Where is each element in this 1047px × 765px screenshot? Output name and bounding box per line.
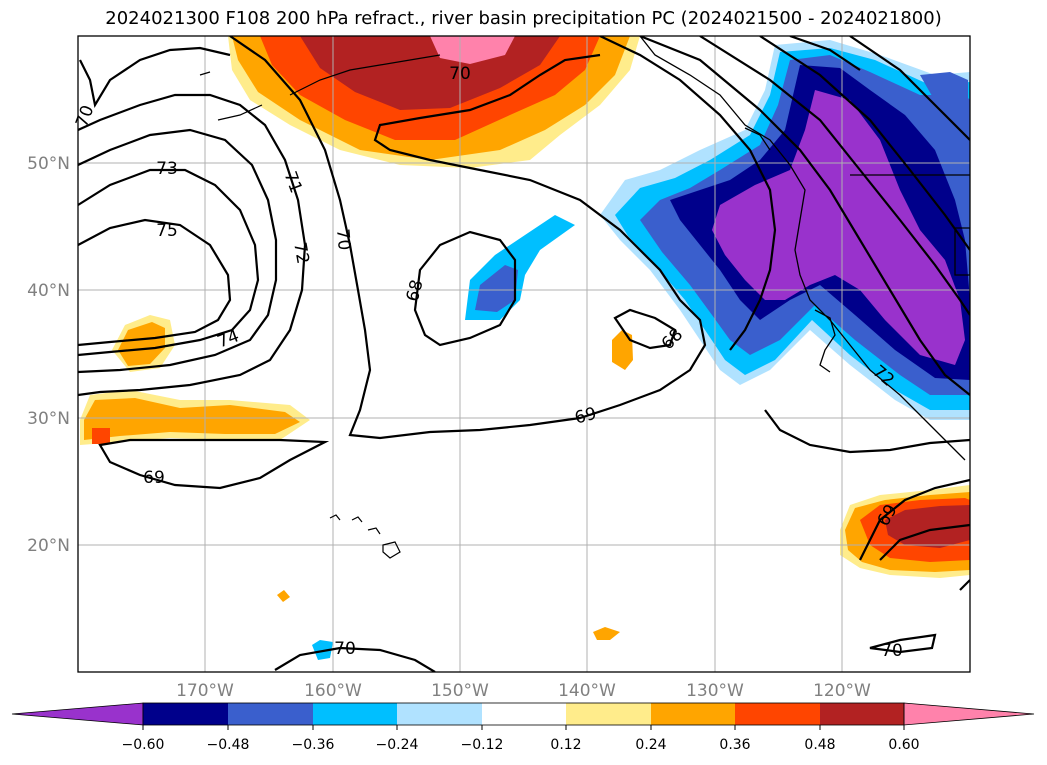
colorbar-segment (482, 703, 566, 725)
colorbar-tick-label: 0.12 (550, 737, 581, 753)
colorbar-tick-label: −0.48 (207, 737, 250, 753)
colorbar-segment (228, 703, 313, 725)
longitude-labels: 170°W 160°W 150°W 140°W 130°W 120°W (176, 681, 871, 701)
colorbar-tick-label: 0.24 (635, 737, 666, 753)
colorbar-tick-label: 0.36 (719, 737, 750, 753)
negative-anomaly-westcoast (600, 40, 970, 420)
colorbar-tick-label: 0.60 (888, 737, 919, 753)
colorbar-segment (313, 703, 397, 725)
map-title: 2024021300 F108 200 hPa refract., river … (105, 8, 942, 29)
colorbar-tick-label: −0.36 (292, 737, 335, 753)
positive-anomaly-west (80, 315, 970, 660)
colorbar-tick-label: 0.48 (804, 737, 835, 753)
colorbar-outline (142, 702, 905, 726)
positive-anomaly-north (228, 36, 640, 168)
lat-label-30n: 30°N (27, 409, 70, 429)
colorbar-segment (820, 703, 904, 725)
contour-label: 72 (289, 241, 312, 266)
colorbar-tick-label: −0.24 (376, 737, 419, 753)
aleutian-islands (199, 54, 441, 121)
colorbar-tick-label: −0.60 (122, 737, 165, 753)
contour-label: 69 (143, 468, 165, 488)
latitude-labels: 50°N 40°N 30°N 20°N (27, 154, 70, 556)
lon-label-170w: 170°W (176, 681, 234, 701)
negative-anomaly-central (465, 215, 575, 320)
colorbar-segment (566, 703, 651, 725)
lat-label-50n: 50°N (27, 154, 70, 174)
lon-label-140w: 140°W (558, 681, 616, 701)
lon-label-130w: 130°W (686, 681, 744, 701)
lat-label-20n: 20°N (27, 536, 70, 556)
lon-label-120w: 120°W (813, 681, 871, 701)
coastlines (639, 36, 970, 461)
contour-label: 70 (334, 639, 356, 659)
contour-label: 70 (332, 228, 354, 251)
map-layers (78, 36, 970, 672)
lon-label-160w: 160°W (304, 681, 362, 701)
colorbar: −0.60 −0.48 −0.36 −0.24 −0.12 0.12 0.24 … (11, 702, 1035, 753)
lon-label-150w: 150°W (431, 681, 489, 701)
hawaii-islands (329, 514, 401, 559)
map-frame (77, 35, 971, 673)
colorbar-segment (143, 703, 228, 725)
contour-label: 73 (156, 159, 178, 179)
colorbar-arrow-right (903, 702, 1035, 726)
contour-label: 70 (449, 64, 471, 84)
colorbar-arrow-left (11, 702, 144, 726)
gridlines (78, 36, 970, 672)
contour-label: 70 (881, 641, 903, 661)
colorbar-segment (397, 703, 482, 725)
colorbar-tick-label: −0.12 (461, 737, 504, 753)
contour-label: 75 (156, 221, 178, 241)
colorbar-segment (735, 703, 820, 725)
lat-label-40n: 40°N (27, 281, 70, 301)
refractivity-contours (78, 36, 970, 672)
colorbar-segment (651, 703, 735, 725)
colorbar-ticks (142, 725, 905, 730)
